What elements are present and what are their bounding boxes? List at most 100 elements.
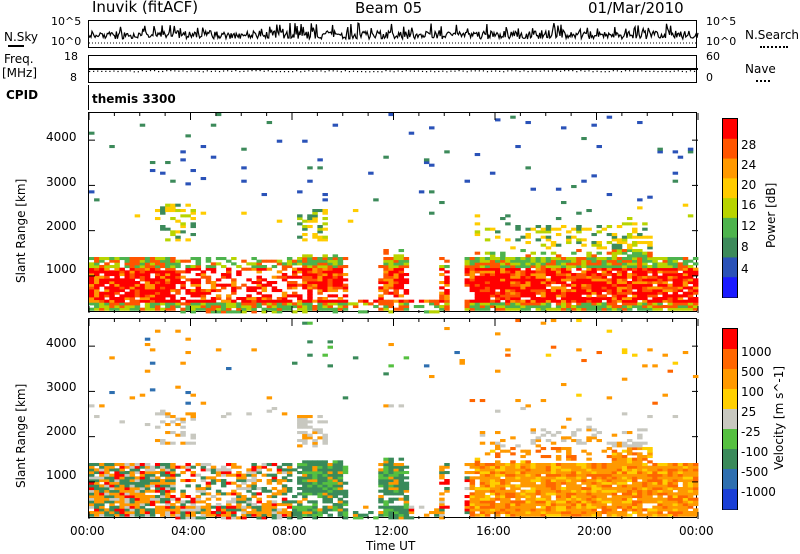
echo-cell [144, 297, 151, 301]
echo-cell [550, 265, 557, 269]
echo-cell [124, 471, 130, 475]
echo-cell [626, 273, 633, 277]
echo-cell [307, 433, 313, 437]
echo-cell [657, 500, 663, 504]
echo-cell [621, 487, 628, 491]
echo-cell [545, 291, 552, 295]
nave-dot [677, 70, 679, 72]
echo-cell [560, 267, 567, 271]
echo-cell [297, 500, 303, 504]
echo-cell [647, 460, 653, 464]
echo-cell [632, 278, 638, 282]
echo-cell [606, 305, 613, 309]
echo-cell [185, 465, 191, 469]
echo-cell [266, 505, 273, 509]
echo-cell [180, 505, 186, 509]
echo-cell [662, 481, 668, 485]
echo-cell [170, 299, 176, 303]
echo-cell [469, 257, 476, 261]
echo-cell [124, 484, 130, 488]
echo-cell [139, 508, 146, 512]
echo-cell [647, 302, 653, 306]
echo-cell [297, 508, 303, 512]
echo-cell [185, 516, 191, 520]
echo-cell [616, 503, 623, 507]
echo-cell [530, 275, 536, 279]
echo-cell [439, 473, 445, 477]
echo-cell [378, 299, 384, 303]
echo-cell [586, 209, 592, 213]
echo-cell [571, 433, 577, 437]
echo-cell [560, 503, 567, 507]
nave-dot [141, 70, 143, 72]
echo-cell [144, 500, 151, 504]
echo-cell [621, 305, 628, 309]
echo-cell [566, 481, 572, 485]
echo-cell [312, 508, 318, 512]
echo-cell [596, 305, 602, 309]
echo-cell [621, 291, 628, 295]
echo-cell [302, 484, 308, 488]
echo-cell [626, 265, 633, 269]
echo-cell [611, 254, 618, 258]
echo-cell [566, 262, 572, 266]
nave-dot [259, 70, 261, 72]
echo-cell [261, 516, 268, 520]
echo-cell [160, 513, 166, 517]
nave-dot [637, 70, 639, 72]
echo-cell [530, 273, 536, 277]
echo-cell [342, 396, 349, 400]
nave-dot [543, 70, 545, 72]
nave-dot [434, 71, 436, 73]
echo-cell [687, 299, 694, 303]
echo-cell [586, 265, 592, 269]
echo-cell [657, 463, 663, 467]
echo-cell [246, 473, 252, 477]
echo-cell [596, 278, 602, 282]
echo-cell [677, 495, 684, 499]
echo-cell [657, 297, 663, 301]
echo-cell [160, 307, 166, 311]
echo-cell [474, 307, 481, 311]
nave-dot [401, 70, 403, 73]
echo-cell [652, 289, 658, 293]
echo-cell [479, 302, 486, 306]
echo-cell [251, 479, 257, 483]
echo-cell [307, 425, 313, 429]
echo-cell [692, 484, 699, 488]
echo-cell [505, 468, 511, 472]
echo-cell [246, 489, 252, 493]
echo-cell [337, 275, 344, 279]
echo-cell [342, 500, 349, 504]
echo-cell [687, 305, 694, 309]
echo-cell [616, 286, 623, 290]
echo-cell [119, 505, 125, 509]
echo-cell [652, 511, 658, 515]
echo-cell [515, 307, 521, 311]
echo-cell [591, 262, 597, 266]
echo-cell [170, 471, 176, 475]
velocity-cb-tick-25: 25 [741, 405, 757, 419]
echo-cell [637, 206, 643, 210]
echo-cell [231, 286, 237, 290]
echo-cell [591, 233, 597, 237]
echo-cell [393, 465, 399, 469]
echo-cell [606, 259, 613, 263]
nave-dot [608, 70, 610, 73]
echo-cell [246, 294, 252, 298]
echo-cell [185, 302, 191, 306]
echo-cell [469, 305, 476, 309]
echo-cell [632, 471, 638, 475]
echo-cell [647, 476, 653, 480]
echo-cell [535, 270, 542, 274]
echo-cell [550, 319, 557, 323]
echo-cell [89, 497, 95, 501]
echo-cell [251, 257, 257, 261]
echo-cell [642, 492, 648, 496]
echo-cell [652, 471, 658, 475]
echo-cell [383, 257, 389, 261]
echo-cell [231, 497, 237, 501]
echo-cell [165, 305, 171, 309]
echo-cell [302, 481, 308, 485]
echo-cell [307, 179, 313, 183]
